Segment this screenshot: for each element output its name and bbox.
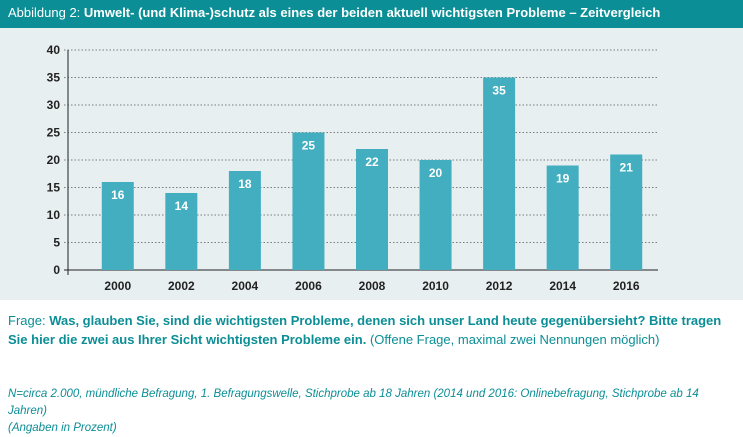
figure-header: Abbildung 2: Umwelt- (und Klima-)schutz … (0, 0, 743, 28)
bar-2016 (610, 154, 643, 270)
data-label: 16 (111, 188, 125, 202)
question-text: Was, glauben Sie, sind die wichtigsten P… (8, 313, 722, 347)
y-tick-label: 35 (47, 71, 61, 85)
footnote-sample: N=circa 2.000, mündliche Befragung, 1. B… (8, 388, 699, 417)
y-tick-label: 30 (47, 98, 61, 112)
bar-2006 (292, 132, 325, 270)
bar-2008 (356, 149, 388, 270)
y-tick-label: 10 (47, 208, 61, 222)
figure-number: Abbildung 2: (8, 5, 81, 20)
y-tick-label: 0 (53, 263, 60, 277)
bar-2014 (546, 165, 579, 270)
y-tick-label: 5 (53, 236, 60, 250)
data-label: 20 (429, 166, 443, 180)
data-label: 19 (556, 172, 570, 186)
footnote: N=circa 2.000, mündliche Befragung, 1. B… (8, 386, 738, 437)
data-label: 25 (302, 139, 316, 153)
data-label: 21 (620, 161, 634, 175)
bar-2002 (165, 193, 198, 270)
data-label: 18 (238, 177, 252, 191)
data-label: 35 (492, 84, 506, 98)
x-tick-label: 2008 (359, 279, 386, 293)
x-tick-label: 2012 (486, 279, 513, 293)
x-tick-label: 2010 (422, 279, 449, 293)
figure-title-text: Umwelt- (und Klima-)schutz als eines der… (83, 5, 661, 20)
x-tick-label: 2014 (549, 279, 576, 293)
x-tick-label: 2006 (295, 279, 322, 293)
figure-title: Abbildung 2: Umwelt- (und Klima-)schutz … (8, 5, 660, 20)
x-tick-label: 2000 (104, 279, 131, 293)
footnote-units: (Angaben in Prozent) (8, 422, 117, 434)
bar-2010 (419, 160, 452, 270)
y-tick-label: 25 (47, 126, 61, 140)
bar-2012 (483, 77, 516, 270)
x-tick-label: 2004 (232, 279, 259, 293)
chart-panel: 0 5 10 15 20 25 30 35 40 16 2000 14 2002 18 2004 25 2006… (0, 28, 743, 300)
question-note: (Offene Frage, maximal zwei Nennungen mö… (369, 332, 660, 347)
x-tick-label: 2016 (613, 279, 640, 293)
y-tick-label: 40 (47, 43, 61, 57)
bar-2000 (101, 182, 134, 270)
bar-chart: 0 5 10 15 20 25 30 35 40 16 2000 14 2002 18 2004 25 2006… (47, 43, 658, 293)
data-label: 14 (175, 199, 189, 213)
y-tick-label: 15 (47, 181, 61, 195)
survey-question: Frage: Was, glauben Sie, sind die wichti… (8, 311, 736, 349)
x-tick-label: 2002 (168, 279, 195, 293)
y-tick-label: 20 (47, 153, 61, 167)
bar-2004 (228, 171, 261, 270)
data-label: 22 (365, 155, 379, 169)
question-label: Frage: (8, 313, 46, 328)
